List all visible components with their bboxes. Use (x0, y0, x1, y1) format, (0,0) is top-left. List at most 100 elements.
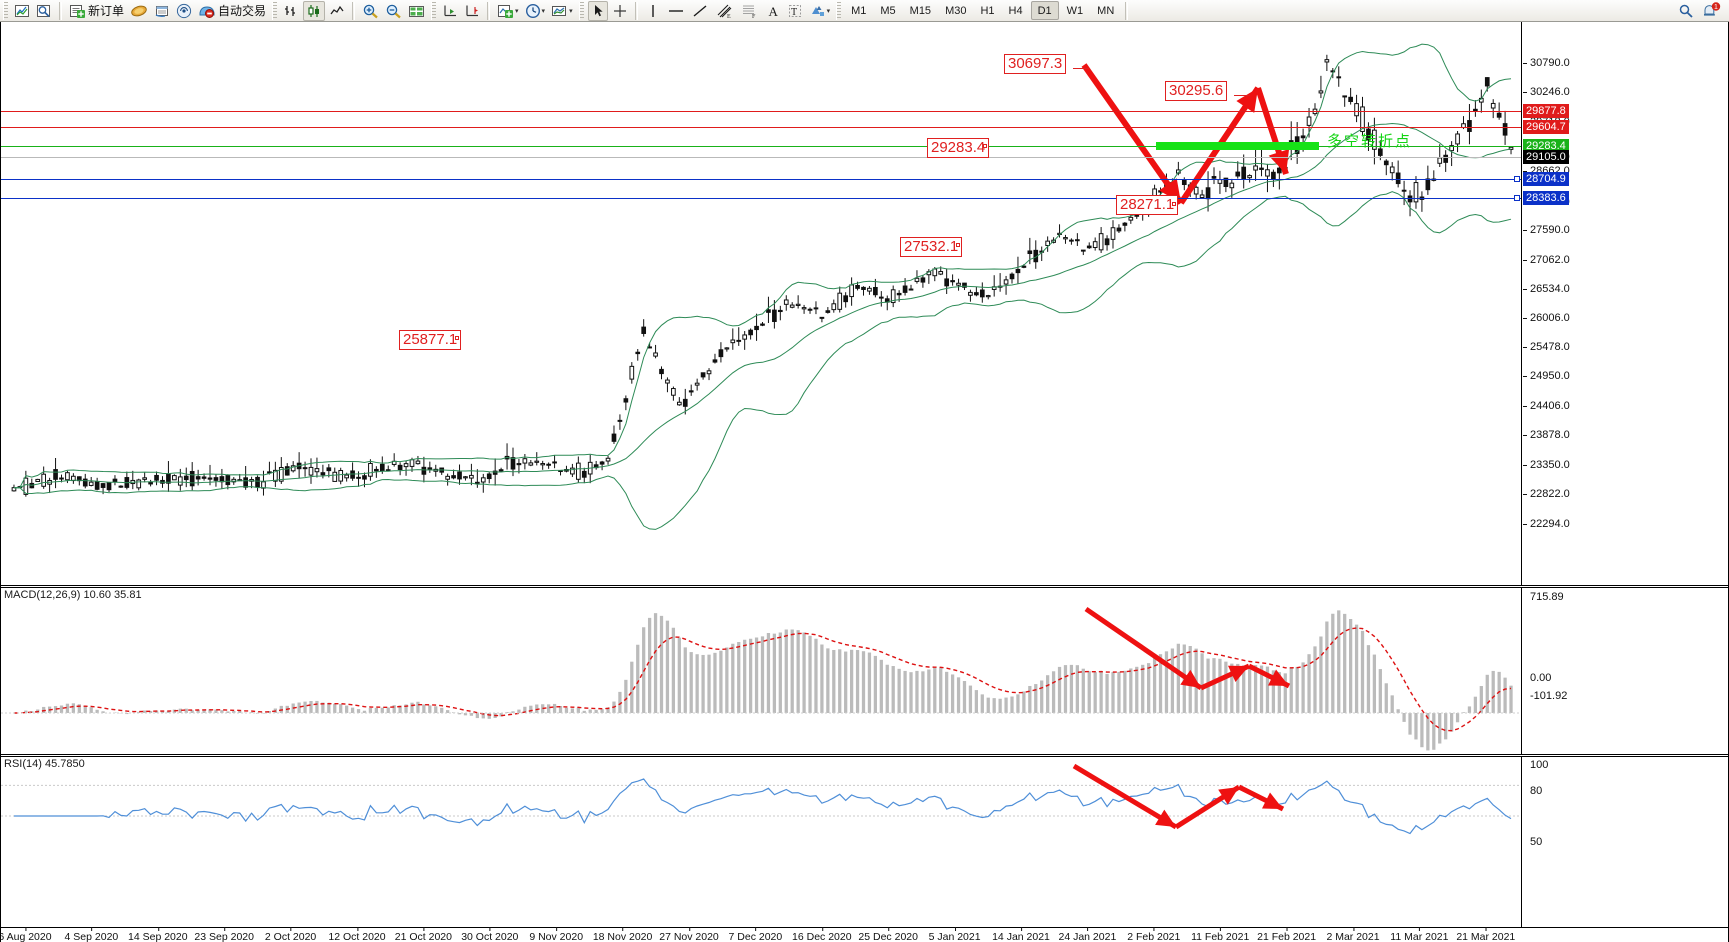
crosshair-icon[interactable] (610, 1, 630, 21)
annotation-30295[interactable]: 30295.6 (1165, 81, 1228, 101)
candlestick-chart-icon[interactable] (303, 0, 326, 21)
rsi-pane[interactable] (1, 757, 1521, 927)
time-tick-1: 4 Sep 2020 (65, 927, 118, 942)
line-chart-icon[interactable] (327, 1, 347, 21)
macd-chart-canvas[interactable] (1, 588, 1521, 754)
bar-chart-icon[interactable] (281, 1, 301, 21)
chevron-down-icon[interactable]: ▾ (515, 7, 519, 15)
signal-icon[interactable] (174, 1, 194, 21)
text-a-icon[interactable]: A (763, 1, 783, 21)
chevron-down-icon-2[interactable]: ▾ (541, 7, 546, 15)
shapes-icon[interactable]: ▾ (807, 1, 833, 21)
time-tick-5: 12 Oct 2020 (328, 927, 386, 942)
annotation-27532[interactable]: 27532.1 (900, 237, 963, 257)
autoscroll-icon[interactable] (440, 1, 460, 21)
support-zone-rectangle[interactable] (1156, 142, 1319, 150)
annotation-30697[interactable]: 30697.3 (1004, 54, 1067, 74)
grid-green-icon[interactable] (406, 1, 427, 21)
tab-timeframe-w1[interactable]: W1 (1066, 4, 1084, 17)
price-chart-canvas[interactable] (1, 22, 1521, 585)
price-label-29604.7[interactable]: 29604.7 (1523, 120, 1569, 134)
toolbar-grip-5[interactable] (836, 1, 842, 20)
tab-timeframe-m15[interactable]: M15 (909, 4, 932, 17)
svg-text:A: A (768, 4, 778, 19)
fibonacci-icon[interactable]: F (738, 1, 761, 21)
price-label-29105.0[interactable]: 29105.0 (1523, 150, 1569, 164)
time-axis[interactable]: 6 Aug 2020 4 Sep 2020 14 Sep 2020 23 Sep 20… (0, 927, 1728, 942)
zoom-in-icon[interactable] (360, 1, 381, 21)
horizontal-line-icon[interactable] (665, 1, 687, 21)
annotation-25877[interactable]: 25877.1 (399, 330, 462, 350)
time-tick-15: 14 Jan 2021 (992, 927, 1050, 942)
tab-timeframe-d1[interactable]: D1 (1030, 1, 1059, 20)
chevron-down-icon-3[interactable]: ▾ (569, 7, 573, 15)
time-tick-16: 24 Jan 2021 (1058, 927, 1116, 942)
pane-separator-rsi[interactable] (1, 754, 1728, 757)
chartshift-icon[interactable] (462, 1, 482, 21)
autotrading-button[interactable]: 自动交易 (196, 1, 268, 21)
rsi-chart-canvas[interactable] (1, 757, 1521, 927)
support-line-28704[interactable] (1, 179, 1521, 180)
rsi-label[interactable]: RSI(14) 45.7850 (4, 758, 85, 770)
toolbar-grip-4[interactable] (578, 1, 584, 20)
support-line-29283[interactable] (1, 146, 1521, 147)
template-icon[interactable]: ▾ (549, 1, 575, 21)
resistance-line-29604[interactable] (1, 127, 1521, 128)
new-order-button[interactable]: 新订单 (67, 1, 126, 21)
annotation-handle-29283[interactable] (983, 144, 987, 148)
tab-timeframe-mn[interactable]: MN (1097, 4, 1115, 17)
vertical-line-icon[interactable] (643, 1, 663, 21)
search-icon[interactable] (1675, 1, 1697, 21)
annotation-bull-bear-turning-point[interactable]: 多空转折点 (1327, 132, 1413, 150)
cursor-icon[interactable] (587, 0, 608, 21)
macd-axis[interactable]: 715.89 0.00 -101.92 (1521, 588, 1728, 754)
chart-window[interactable]: ▲ JPN225-,Daily 29145.0 29217.5 28722.5 … (0, 22, 1729, 942)
new-chart-icon[interactable] (12, 1, 32, 21)
annotation-handle-27532[interactable] (956, 243, 960, 247)
zoom-out-icon[interactable] (383, 1, 404, 21)
profiles-icon[interactable] (34, 1, 54, 21)
notifications-bell-icon[interactable]: 1 (1699, 1, 1723, 21)
price-label-28383.6[interactable]: 28383.6 (1523, 191, 1569, 205)
macd-label[interactable]: MACD(12,26,9) 10.60 35.81 (4, 589, 142, 601)
annotation-handle-25877[interactable] (455, 336, 459, 340)
text-label-icon[interactable]: T (785, 1, 805, 21)
price-label-29877.8[interactable]: 29877.8 (1523, 104, 1569, 118)
toolbar-grip-3[interactable] (431, 1, 437, 20)
tab-timeframe-m30[interactable]: M30 (945, 4, 967, 17)
price-label-29283.4[interactable]: 29283.4 (1523, 139, 1569, 153)
resistance-line-29877[interactable] (1, 111, 1521, 112)
gold-coin-icon[interactable] (128, 1, 150, 21)
position-handle-28704[interactable] (1514, 176, 1520, 182)
time-tick-10: 27 Nov 2020 (659, 927, 719, 942)
indicator-add-icon[interactable]: ▾ (495, 1, 521, 21)
tab-timeframe-h1[interactable]: H1 (980, 4, 995, 17)
toolbar-grip-2[interactable] (272, 1, 278, 20)
tab-timeframe-m5[interactable]: M5 (880, 4, 896, 17)
terminal-icon[interactable] (152, 1, 172, 21)
pane-separator-macd[interactable] (1, 585, 1728, 588)
annotation-28271[interactable]: 28271.1 (1116, 195, 1179, 215)
position-handle-28383[interactable] (1514, 195, 1520, 201)
toolbar-separator-7 (634, 1, 638, 20)
macd-pane[interactable] (1, 588, 1521, 754)
autotrading-label: 自动交易 (218, 4, 267, 18)
annotation-29283[interactable]: 29283.4 (927, 138, 990, 158)
time-tick-19: 21 Feb 2021 (1257, 927, 1316, 942)
macd-ytick-0: 715.89 (1530, 591, 1564, 603)
price-label-28704.9[interactable]: 28704.9 (1523, 172, 1569, 186)
tab-timeframe-m1[interactable]: M1 (851, 4, 867, 17)
equidistant-channel-icon[interactable]: E (713, 1, 736, 21)
annotation-stub-30697 (1073, 68, 1089, 69)
clock-icon[interactable]: ▾ (523, 1, 548, 21)
time-tick-22: 21 Mar 2021 (1456, 927, 1515, 942)
tab-timeframe-h4[interactable]: H4 (1008, 4, 1023, 17)
chevron-down-icon-4[interactable]: ▾ (826, 7, 831, 15)
price-pane[interactable] (1, 22, 1521, 585)
support-line-28383[interactable] (1, 198, 1521, 199)
trendline-icon[interactable] (689, 1, 711, 21)
price-axis[interactable]: 30790.030246.029718.029190.028662.028134… (1521, 22, 1728, 585)
toolbar-grip[interactable] (3, 1, 8, 20)
rsi-axis[interactable]: 100 80 50 (1521, 757, 1728, 927)
annotation-handle-28271[interactable] (1172, 202, 1176, 206)
